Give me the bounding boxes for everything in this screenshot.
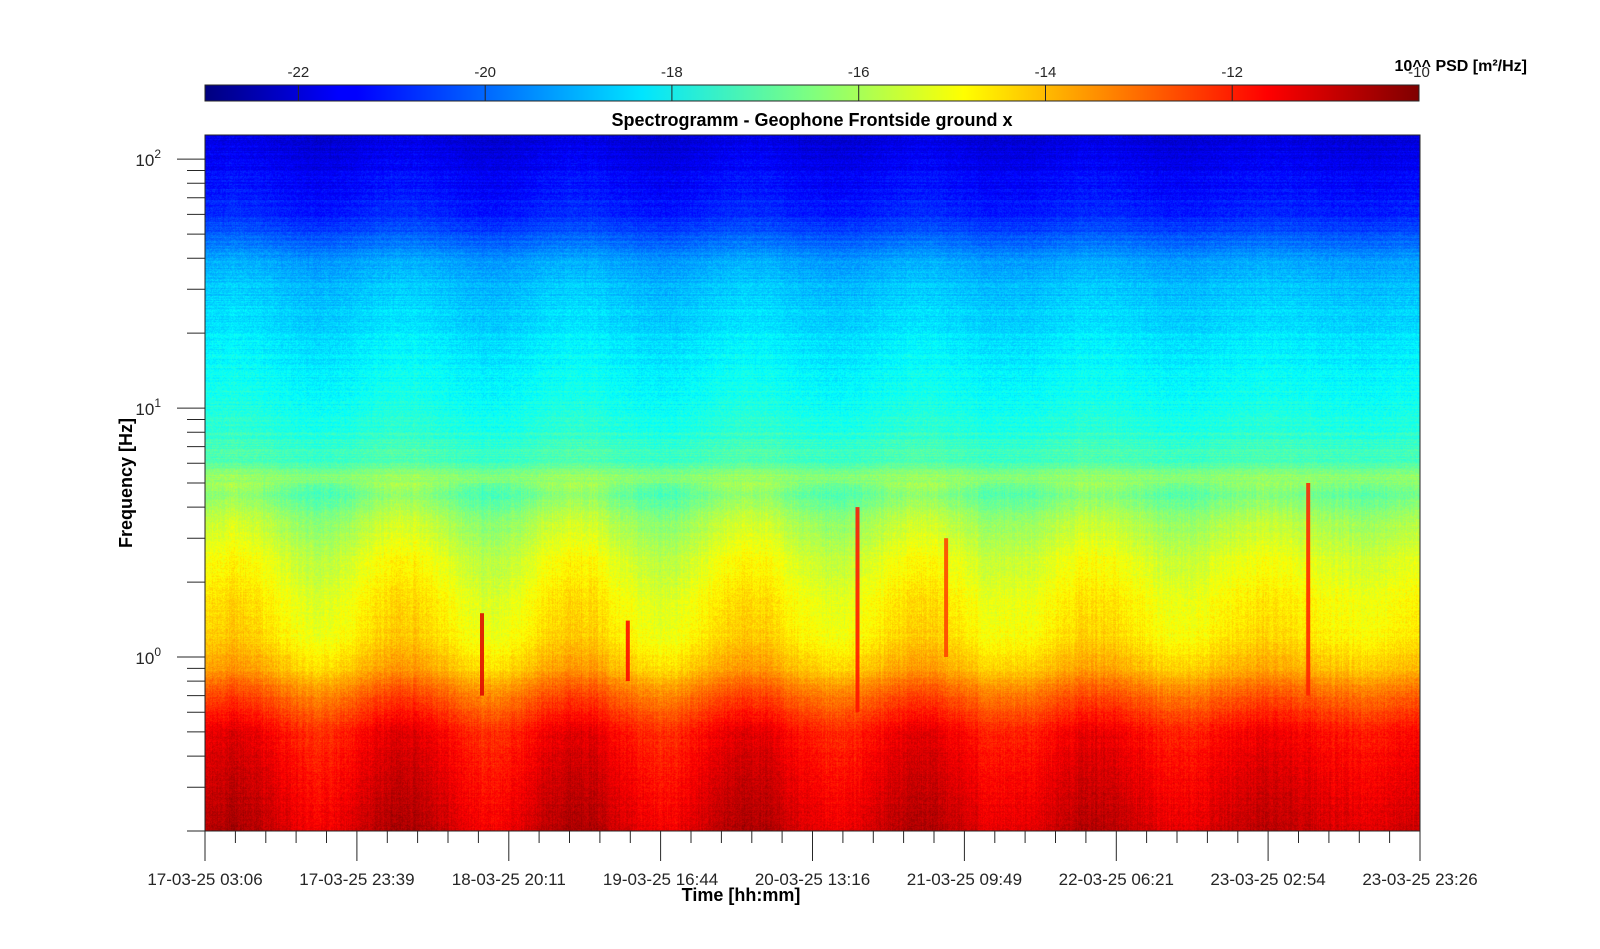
colorbar-tick-label: -20: [474, 64, 496, 81]
y-tick-label: 100: [135, 645, 161, 668]
events-layer: [480, 483, 1311, 713]
x-tick-label: 23-03-25 23:26: [1362, 870, 1477, 889]
colorbar-tick-label: -22: [288, 64, 310, 81]
x-tick-label: 19-03-25 16:44: [603, 870, 718, 889]
y-tick-label: 101: [135, 396, 161, 419]
x-axis: 17-03-25 03:06 17-03-25 23:39 18-03-25 20:…: [147, 831, 1478, 889]
colorbar: -22 -20 -18 -16 -14 -12 -10 10^^ PSD [m²/Hz]: [204, 58, 1527, 102]
spectrogram-heatmap: [205, 135, 1420, 831]
colorbar-tick-label: -18: [661, 64, 683, 81]
x-tick-label: 20-03-25 13:16: [755, 870, 870, 889]
y-axis-label: Frequency [Hz]: [116, 418, 136, 548]
x-tick-label: 22-03-25 06:21: [1059, 870, 1174, 889]
x-tick-label: 23-03-25 02:54: [1210, 870, 1325, 889]
colorbar-ticks: -22 -20 -18 -16 -14 -12 -10: [288, 64, 1430, 101]
y-tick-label: 102: [135, 147, 161, 170]
x-tick-label: 17-03-25 03:06: [147, 870, 262, 889]
chart-title: Spectrogramm - Geophone Frontside ground…: [611, 110, 1012, 130]
colorbar-tick-label: -10: [1408, 64, 1430, 81]
event-streak-4: [944, 538, 949, 657]
y-axis: 100 101 102: [135, 147, 205, 832]
colorbar-tick-label: -14: [1035, 64, 1057, 81]
colorbar-tick-label: -16: [848, 64, 870, 81]
colorbar-tick-label: -12: [1221, 64, 1243, 81]
event-streak-1: [480, 613, 484, 696]
colorbar-label: 10^^ PSD [m²/Hz]: [1395, 58, 1527, 75]
event-streak-3: [855, 507, 860, 713]
plot-area: [204, 134, 1421, 832]
x-axis-label: Time [hh:mm]: [682, 885, 801, 905]
event-streak-2: [625, 620, 630, 682]
x-tick-label: 21-03-25 09:49: [907, 870, 1022, 889]
x-tick-label: 17-03-25 23:39: [299, 870, 414, 889]
x-tick-label: 18-03-25 20:11: [452, 870, 566, 889]
event-streak-5: [1306, 483, 1311, 696]
colorbar-gradient: [204, 84, 1420, 102]
